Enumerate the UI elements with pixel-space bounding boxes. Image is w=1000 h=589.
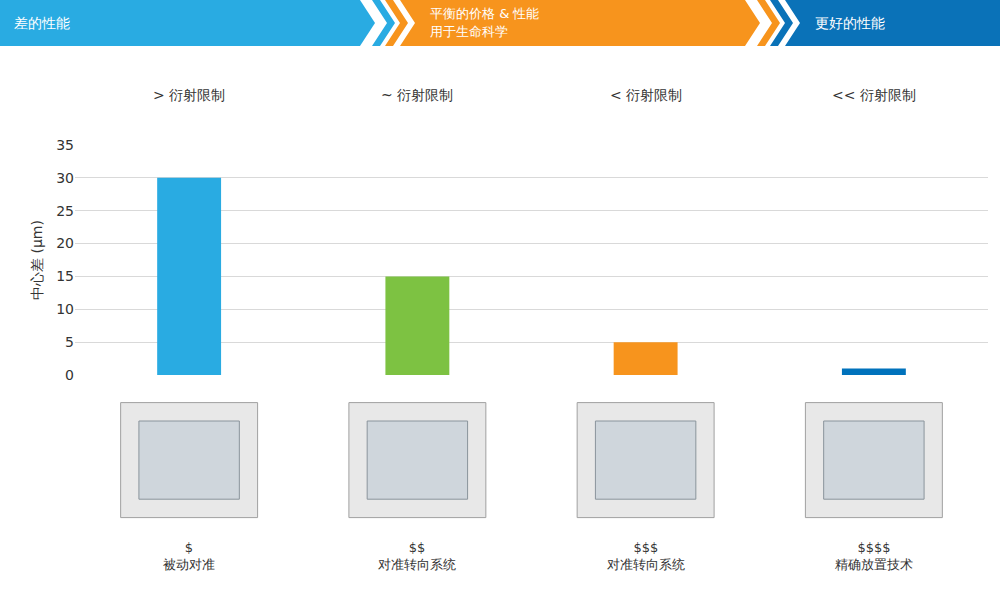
svg-text:15: 15 (56, 268, 74, 284)
svg-text:35: 35 (56, 137, 74, 153)
svg-text:中心差 (µm): 中心差 (µm) (29, 220, 45, 300)
svg-text:$$$$精确放置技术: $$$$精确放置技术 (835, 540, 913, 572)
svg-text:10: 10 (56, 301, 74, 317)
svg-text:0: 0 (65, 367, 74, 383)
svg-text:25: 25 (56, 203, 74, 219)
svg-text:5: 5 (65, 334, 74, 350)
svg-text:~ 衍射限制: ~ 衍射限制 (381, 87, 453, 103)
svg-text:< 衍射限制: < 衍射限制 (610, 87, 682, 103)
svg-text:20: 20 (56, 235, 74, 251)
svg-text:> 衍射限制: > 衍射限制 (153, 87, 225, 103)
svg-text:$$$对准转向系统: $$$对准转向系统 (607, 540, 685, 572)
svg-text:差的性能: 差的性能 (14, 15, 70, 31)
svg-text:$$对准转向系统: $$对准转向系统 (378, 540, 456, 572)
svg-text:$被动对准: $被动对准 (163, 540, 215, 572)
svg-text:用于生命科学: 用于生命科学 (430, 24, 508, 39)
svg-text:30: 30 (56, 170, 74, 186)
svg-text:平衡的价格 & 性能: 平衡的价格 & 性能 (430, 6, 539, 21)
svg-text:<< 衍射限制: << 衍射限制 (832, 87, 916, 103)
svg-text:更好的性能: 更好的性能 (815, 15, 885, 31)
